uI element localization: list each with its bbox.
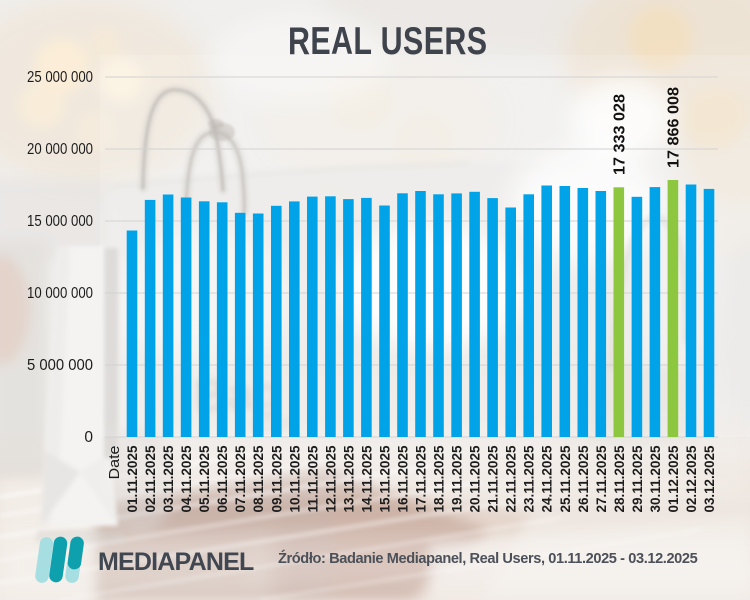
svg-text:17.11.2025: 17.11.2025 [414,445,429,512]
svg-text:30.11.2025: 30.11.2025 [648,445,663,512]
svg-text:11.11.2025: 11.11.2025 [305,445,320,512]
svg-text:08.11.2025: 08.11.2025 [251,445,266,512]
svg-text:22.11.2025: 22.11.2025 [504,445,519,512]
svg-text:02.11.2025: 02.11.2025 [143,445,158,512]
svg-text:23.11.2025: 23.11.2025 [522,445,537,512]
svg-text:14.11.2025: 14.11.2025 [359,445,374,512]
svg-text:10.11.2025: 10.11.2025 [287,445,302,512]
svg-text:12.11.2025: 12.11.2025 [323,445,338,512]
svg-text:15.11.2025: 15.11.2025 [378,445,393,512]
svg-text:24.11.2025: 24.11.2025 [540,445,555,512]
svg-text:28.11.2025: 28.11.2025 [612,445,627,512]
svg-text:20 000 000: 20 000 000 [27,141,93,158]
svg-text:09.11.2025: 09.11.2025 [269,445,284,512]
svg-text:03.11.2025: 03.11.2025 [161,445,176,512]
svg-text:05.11.2025: 05.11.2025 [197,445,212,512]
svg-text:25.11.2025: 25.11.2025 [558,445,573,512]
svg-text:0: 0 [84,429,93,446]
svg-text:21.11.2025: 21.11.2025 [486,445,501,512]
svg-text:17 333 028: 17 333 028 [612,94,629,175]
svg-text:26.11.2025: 26.11.2025 [576,445,591,512]
svg-text:01.11.2025: 01.11.2025 [125,445,140,512]
svg-text:07.11.2025: 07.11.2025 [233,445,248,512]
svg-text:27.11.2025: 27.11.2025 [594,445,609,512]
svg-text:19.11.2025: 19.11.2025 [450,445,465,512]
svg-text:29.11.2025: 29.11.2025 [630,445,645,512]
svg-text:Date: Date [106,446,123,480]
svg-text:03.12.2025: 03.12.2025 [702,445,717,512]
svg-text:01.12.2025: 01.12.2025 [666,445,681,512]
svg-text:13.11.2025: 13.11.2025 [341,445,356,512]
svg-text:18.11.2025: 18.11.2025 [432,445,447,512]
svg-text:17 866 008: 17 866 008 [666,87,683,168]
svg-text:06.11.2025: 06.11.2025 [215,445,230,512]
svg-text:16.11.2025: 16.11.2025 [396,445,411,512]
svg-text:15 000 000: 15 000 000 [27,213,93,230]
svg-text:25 000 000: 25 000 000 [27,69,93,86]
svg-text:5 000 000: 5 000 000 [27,357,93,374]
svg-text:02.12.2025: 02.12.2025 [684,445,699,512]
svg-text:20.11.2025: 20.11.2025 [468,445,483,512]
svg-text:04.11.2025: 04.11.2025 [179,445,194,512]
svg-text:10 000 000: 10 000 000 [27,285,93,302]
